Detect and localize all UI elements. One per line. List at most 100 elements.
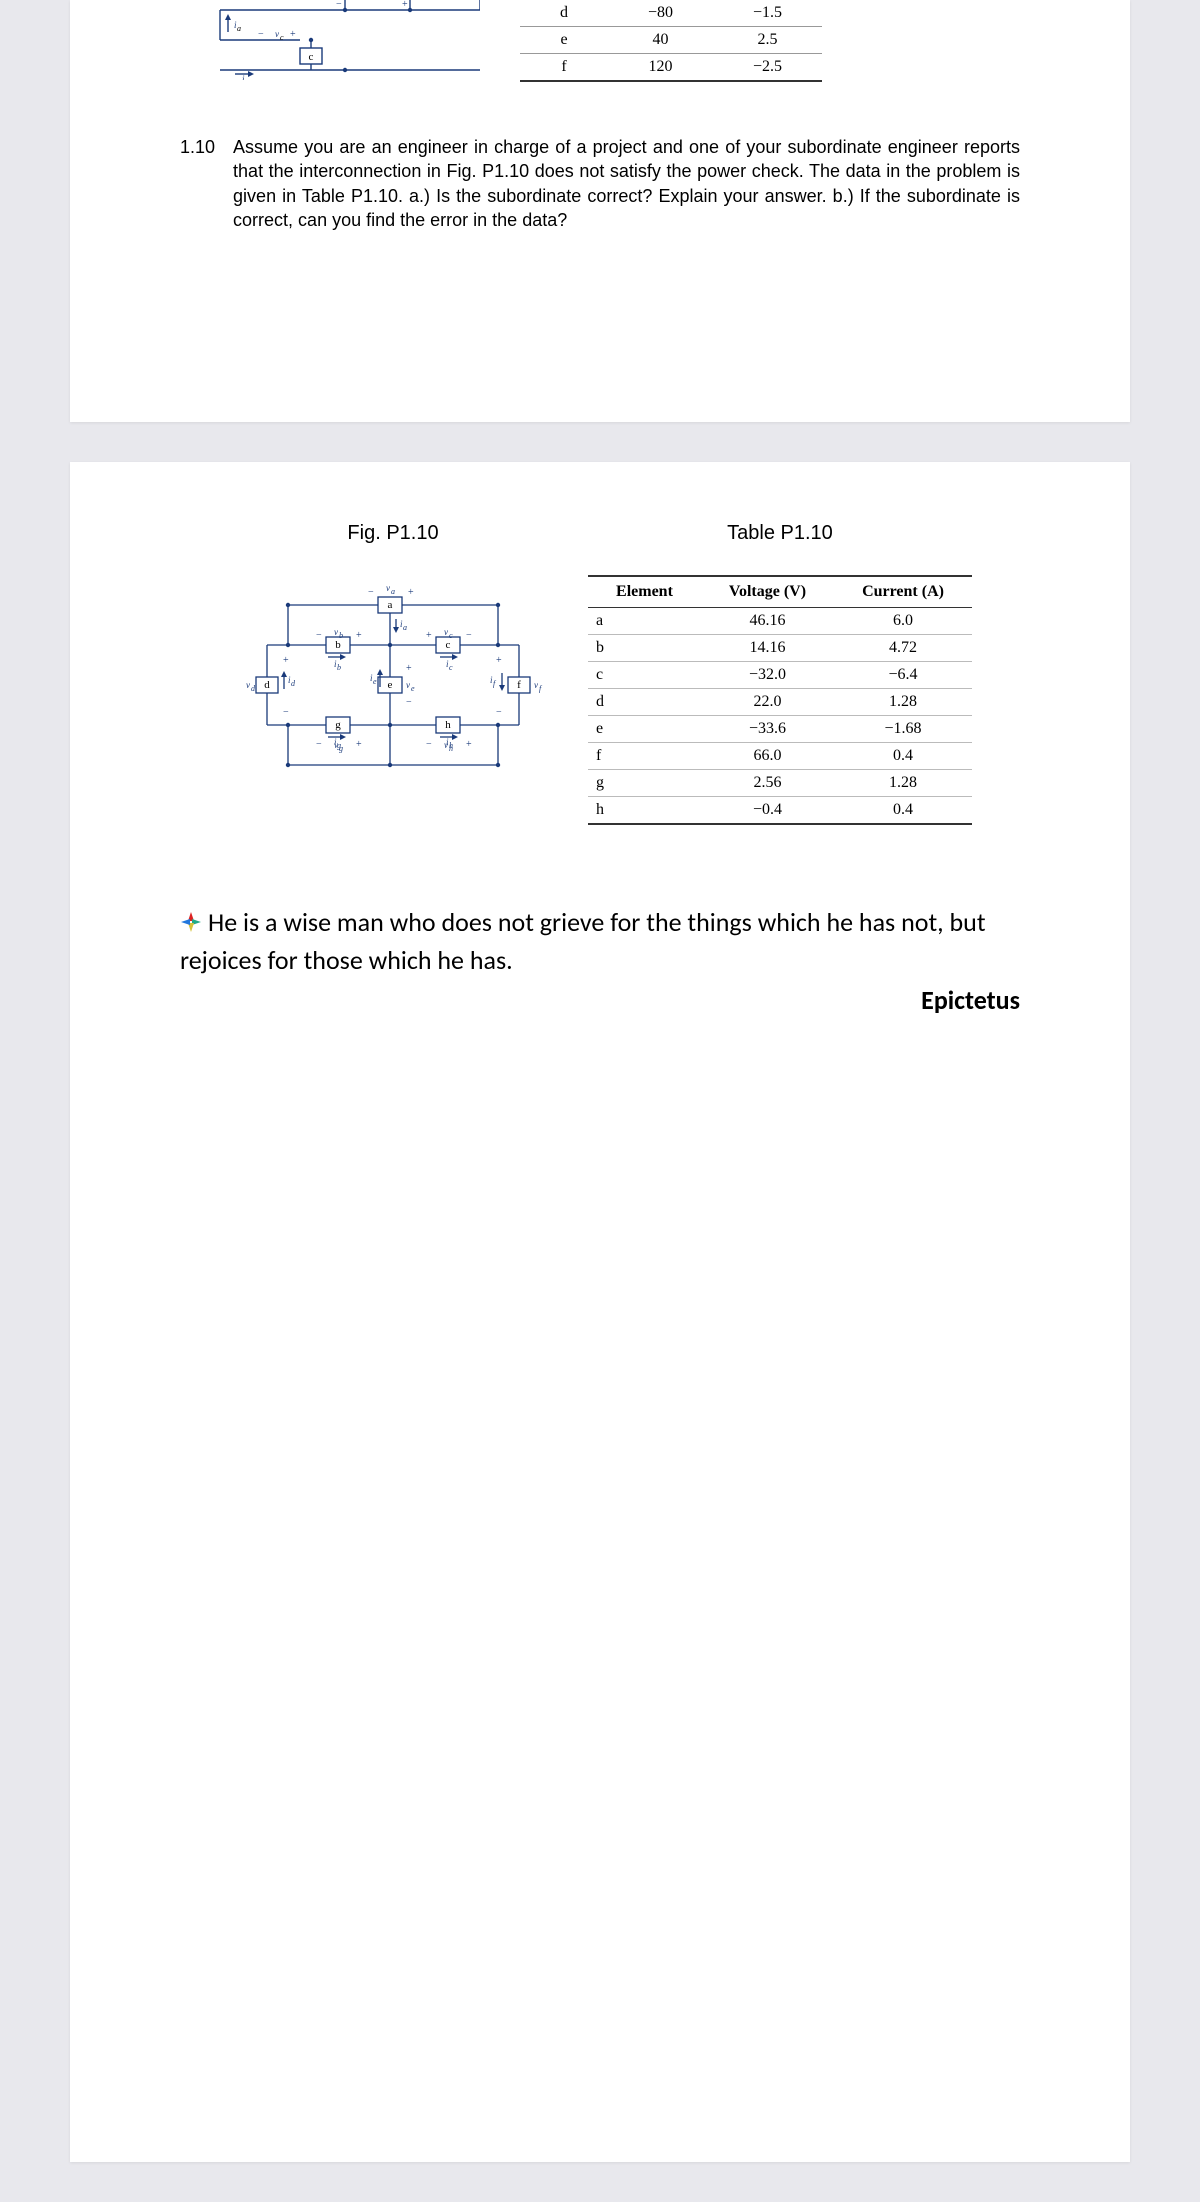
svg-text:−: − [368, 587, 374, 598]
svg-text:+: + [283, 655, 289, 666]
svg-text:d: d [264, 679, 270, 691]
problem-text: Assume you are an engineer in charge of … [233, 135, 1020, 232]
table-row: b14.164.72 [588, 635, 972, 662]
problem-1-10: 1.10 Assume you are an engineer in charg… [180, 135, 1020, 232]
svg-text:v: v [334, 627, 338, 637]
svg-text:f: f [517, 679, 521, 691]
quote-icon [180, 907, 202, 942]
svg-text:a: a [391, 587, 395, 596]
table-row: e402.5 [520, 27, 822, 54]
table-cell: a [588, 608, 701, 635]
table-row: e−33.6−1.68 [588, 716, 972, 743]
svg-text:−: − [258, 29, 264, 40]
svg-text:v: v [406, 680, 410, 690]
figure-table-row: Fig. P1.10 [180, 522, 1020, 825]
quote-author: Epictetus [180, 984, 1020, 1016]
top-table-fragment: d−80−1.5e402.5f120−2.5 [520, 0, 822, 82]
svg-text:v: v [246, 680, 250, 690]
problem-number: 1.10 [180, 135, 215, 232]
svg-text:h: h [445, 719, 451, 731]
svg-text:f: f [539, 684, 543, 693]
svg-text:−: − [316, 739, 322, 750]
table-row: d−80−1.5 [520, 0, 822, 27]
page-1: c ia vc − + − + ic d−80−1.5e402.5f120−2.… [70, 0, 1130, 422]
svg-text:c: c [446, 639, 451, 651]
table-row: g2.561.28 [588, 770, 972, 797]
quote-text: He is a wise man who does not grieve for… [180, 905, 1020, 977]
svg-text:d: d [291, 679, 296, 688]
svg-text:f: f [493, 679, 497, 688]
table-cell: b [588, 635, 701, 662]
top-circuit-fragment: c ia vc − + − + ic [180, 0, 480, 85]
table-cell: e [588, 716, 701, 743]
table-row: f66.00.4 [588, 743, 972, 770]
table-cell: 120 [608, 54, 713, 82]
svg-text:b: b [339, 631, 343, 640]
svg-text:g: g [335, 719, 341, 731]
table-cell: c [588, 662, 701, 689]
svg-text:b: b [337, 663, 341, 672]
svg-text:+: + [496, 655, 502, 666]
svg-text:c: c [309, 51, 314, 63]
table-cell: e [520, 27, 608, 54]
svg-text:−: − [283, 707, 289, 718]
table-row: c−32.0−6.4 [588, 662, 972, 689]
svg-text:+: + [426, 630, 432, 641]
svg-text:a: a [237, 24, 241, 33]
svg-text:e: e [388, 679, 393, 691]
table-cell: 1.28 [834, 770, 972, 797]
svg-text:−: − [496, 707, 502, 718]
table-row: f120−2.5 [520, 54, 822, 82]
quote-block: He is a wise man who does not grieve for… [180, 905, 1020, 1015]
svg-text:c: c [280, 33, 284, 42]
svg-text:e: e [411, 684, 415, 693]
table-cell: f [520, 54, 608, 82]
svg-text:v: v [275, 29, 279, 39]
circuit-p1-10: a b c d e f g h −+ −+ +− +− +− +− −+ −+ [228, 575, 558, 795]
table-cell: −1.5 [713, 0, 822, 27]
table-cell: 0.4 [834, 743, 972, 770]
table-cell: h [588, 797, 701, 825]
table-cell: 6.0 [834, 608, 972, 635]
svg-text:+: + [466, 739, 472, 750]
svg-text:c: c [449, 663, 453, 672]
table-cell: 2.5 [713, 27, 822, 54]
table-cell: −1.68 [834, 716, 972, 743]
svg-text:d: d [251, 684, 256, 693]
table-cell: 66.0 [701, 743, 834, 770]
table-cell: −33.6 [701, 716, 834, 743]
svg-text:−: − [316, 630, 322, 641]
table-cell: −0.4 [701, 797, 834, 825]
table-header: Current (A) [834, 576, 972, 608]
svg-text:+: + [408, 587, 414, 598]
table-cell: d [520, 0, 608, 27]
table-cell: −6.4 [834, 662, 972, 689]
table-cell: 0.4 [834, 797, 972, 825]
table-row: a46.166.0 [588, 608, 972, 635]
svg-text:+: + [356, 630, 362, 641]
table-p1-10: ElementVoltage (V)Current (A) a46.166.0b… [588, 575, 972, 825]
svg-text:b: b [335, 639, 341, 651]
svg-text:h: h [449, 741, 453, 750]
table-row: d22.01.28 [588, 689, 972, 716]
table-cell: 2.56 [701, 770, 834, 797]
top-fragment: c ia vc − + − + ic d−80−1.5e402.5f120−2.… [180, 0, 1020, 85]
table-cell: 46.16 [701, 608, 834, 635]
figure-caption: Fig. P1.10 [228, 522, 558, 545]
table-cell: 40 [608, 27, 713, 54]
svg-text:a: a [403, 623, 407, 632]
svg-text:v: v [386, 583, 390, 593]
svg-text:−: − [426, 739, 432, 750]
svg-text:c: c [245, 78, 249, 80]
svg-text:−: − [336, 0, 342, 10]
table-cell: 1.28 [834, 689, 972, 716]
svg-text:+: + [356, 739, 362, 750]
figure-column: Fig. P1.10 [228, 522, 558, 800]
svg-text:+: + [406, 663, 412, 674]
table-cell: −32.0 [701, 662, 834, 689]
svg-text:−: − [466, 630, 472, 641]
svg-text:v: v [534, 680, 538, 690]
svg-text:e: e [373, 677, 377, 686]
table-cell: −80 [608, 0, 713, 27]
table-column: Table P1.10 ElementVoltage (V)Current (A… [588, 522, 972, 825]
